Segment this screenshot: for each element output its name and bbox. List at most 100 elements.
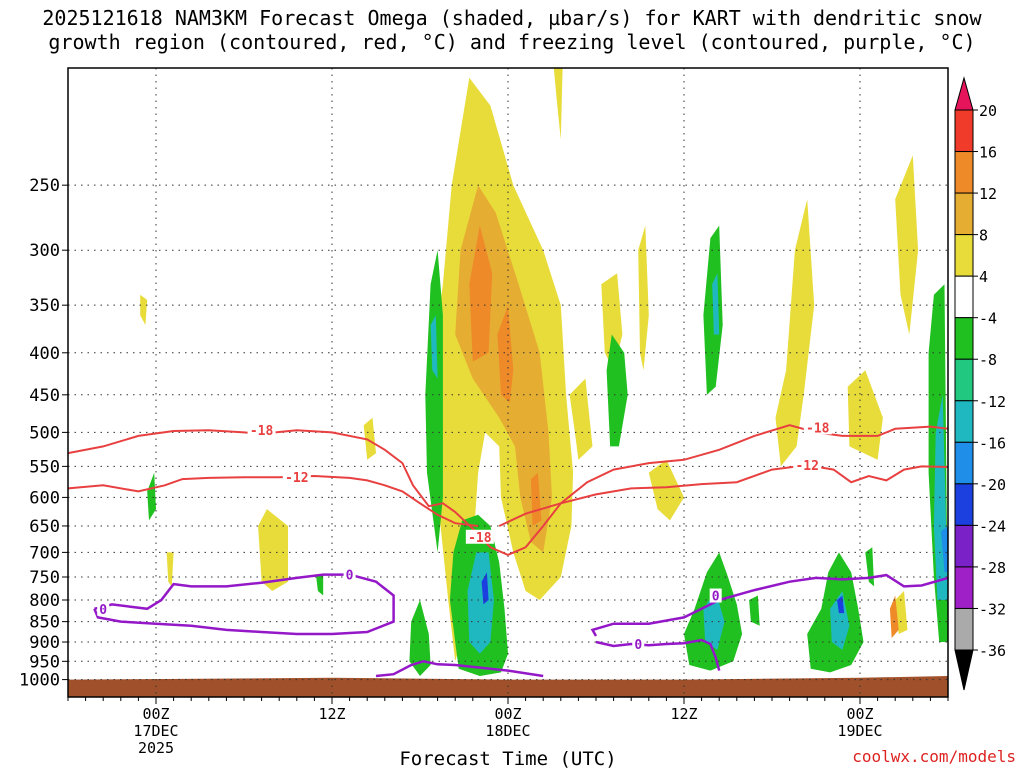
y-tick-label-500: 500 <box>29 423 60 443</box>
colorbar-bottom-arrow <box>954 649 974 691</box>
omega-region-8 <box>140 294 148 325</box>
colorbar-label-2: 12 <box>979 185 997 203</box>
colorbar-bin-11 <box>954 566 974 609</box>
colorbar-label-9: -20 <box>979 476 1006 494</box>
omega-region-36 <box>481 572 489 605</box>
contour-label-6: 0 <box>346 569 354 584</box>
omega-region-5 <box>258 509 288 591</box>
x-tick-label-40: 00Z <box>846 705 873 723</box>
y-tick-label-900: 900 <box>29 633 60 653</box>
omega-region-20 <box>425 250 443 553</box>
contour-label-2: -18 <box>468 531 492 546</box>
colorbar-label-5: -4 <box>979 310 997 328</box>
contour-label-5: 0 <box>99 603 107 618</box>
dgz-contour-2 <box>498 464 948 527</box>
x-tick-year-0: 2025 <box>138 739 174 757</box>
y-tick-label-350: 350 <box>29 296 60 316</box>
chart-title-line-1: 2025121618 NAM3KM Forecast Omega (shaded… <box>42 6 982 30</box>
chart-title-line-2: growth region (contoured, red, °C) and f… <box>48 30 976 54</box>
y-tick-label-750: 750 <box>29 568 60 588</box>
contour-label-bg-6 <box>343 567 356 582</box>
colorbar-label-7: -12 <box>979 393 1006 411</box>
contour-label-3: -18 <box>806 421 830 436</box>
colorbar-bin-5 <box>954 317 974 360</box>
omega-region-25 <box>703 225 723 395</box>
y-tick-label-650: 650 <box>29 517 60 537</box>
omega-region-21 <box>147 472 156 521</box>
freezing-contour-0 <box>93 573 395 636</box>
omega-region-22 <box>316 574 324 596</box>
x-tick-date-0: 17DEC <box>133 722 178 740</box>
y-tick-label-950: 950 <box>29 652 60 672</box>
omega-region-16 <box>553 68 563 140</box>
contour-label-bg-1 <box>282 470 311 485</box>
contour-label-bg-5 <box>97 601 110 616</box>
omega-region-7 <box>166 552 174 587</box>
y-tick-label-300: 300 <box>29 241 60 261</box>
colorbar-bin-3 <box>954 234 974 277</box>
omega-region-14 <box>895 155 919 335</box>
x-tick-label-20: 00Z <box>494 705 521 723</box>
plot-area: -18 -12 -18 -18 -12 0 0 0 0 <box>68 68 948 697</box>
y-tick-label-600: 600 <box>29 488 60 508</box>
omega-region-30 <box>467 552 494 654</box>
omega-region-11 <box>648 459 684 521</box>
x-axis-label: Forecast Time (UTC) <box>399 748 616 768</box>
colorbar-label-3: 8 <box>979 227 988 245</box>
contour-label-4: -12 <box>795 459 818 474</box>
y-tick-label-550: 550 <box>29 457 60 477</box>
colorbar-bin-10 <box>954 524 974 568</box>
contour-label-bg-7 <box>632 636 645 651</box>
colorbar-bin-7 <box>954 400 974 443</box>
omega-region-23 <box>606 334 628 447</box>
contour-label-0: -18 <box>250 424 274 439</box>
colorbar-label-1: 16 <box>979 144 997 162</box>
freezing-contour-2 <box>590 573 948 637</box>
freezing-contour-3 <box>595 638 721 671</box>
x-tick-date-20: 18DEC <box>485 722 530 740</box>
colorbar-label-6: -8 <box>979 351 997 369</box>
x-tick-label-0: 00Z <box>142 705 169 723</box>
y-tick-label-850: 850 <box>29 613 60 633</box>
omega-region-9 <box>569 378 593 460</box>
colorbar-bin-12 <box>954 607 974 651</box>
omega-region-38 <box>941 526 948 573</box>
y-tick-label-1000: 1000 <box>19 671 60 691</box>
omega-region-4 <box>530 472 542 526</box>
colorbar-label-12: -32 <box>979 600 1006 618</box>
contour-label-bg-4 <box>793 458 822 473</box>
omega-region-6 <box>363 417 376 460</box>
y-tick-label-250: 250 <box>29 176 60 196</box>
colorbar-bin-2 <box>954 192 974 236</box>
x-tick-label-30: 12Z <box>670 705 697 723</box>
omega-region-29 <box>865 547 875 587</box>
omega-region-31 <box>430 315 438 379</box>
y-tick-label-700: 700 <box>29 543 60 563</box>
omega-region-15 <box>638 225 649 371</box>
omega-region-2 <box>469 225 493 362</box>
credit-link[interactable]: coolwx.com/models <box>852 747 1016 766</box>
x-tick-label-10: 12Z <box>318 705 345 723</box>
colorbar-bin-8 <box>954 441 974 485</box>
omega-region-12 <box>775 199 815 467</box>
y-tick-label-450: 450 <box>29 386 60 406</box>
contour-label-8: 0 <box>712 590 720 605</box>
omega-region-35 <box>712 273 720 335</box>
freezing-contour-1 <box>375 660 544 678</box>
omega-region-39 <box>889 595 899 638</box>
omega-region-33 <box>830 591 850 650</box>
colorbar-label-4: 4 <box>979 268 988 286</box>
colorbar-bin-0 <box>954 109 974 153</box>
omega-region-13 <box>847 370 883 460</box>
contour-label-7: 0 <box>634 638 642 653</box>
omega-region-17 <box>895 591 908 634</box>
colorbar-top-arrow <box>954 76 974 111</box>
contour-label-1: -12 <box>285 471 308 486</box>
colorbar-label-11: -28 <box>979 559 1006 577</box>
omega-region-26 <box>749 595 760 626</box>
colorbar-bin-1 <box>954 151 974 194</box>
x-tick-date-40: 19DEC <box>837 722 882 740</box>
colorbar-bin-6 <box>954 358 974 402</box>
colorbar-label-8: -16 <box>979 434 1006 452</box>
